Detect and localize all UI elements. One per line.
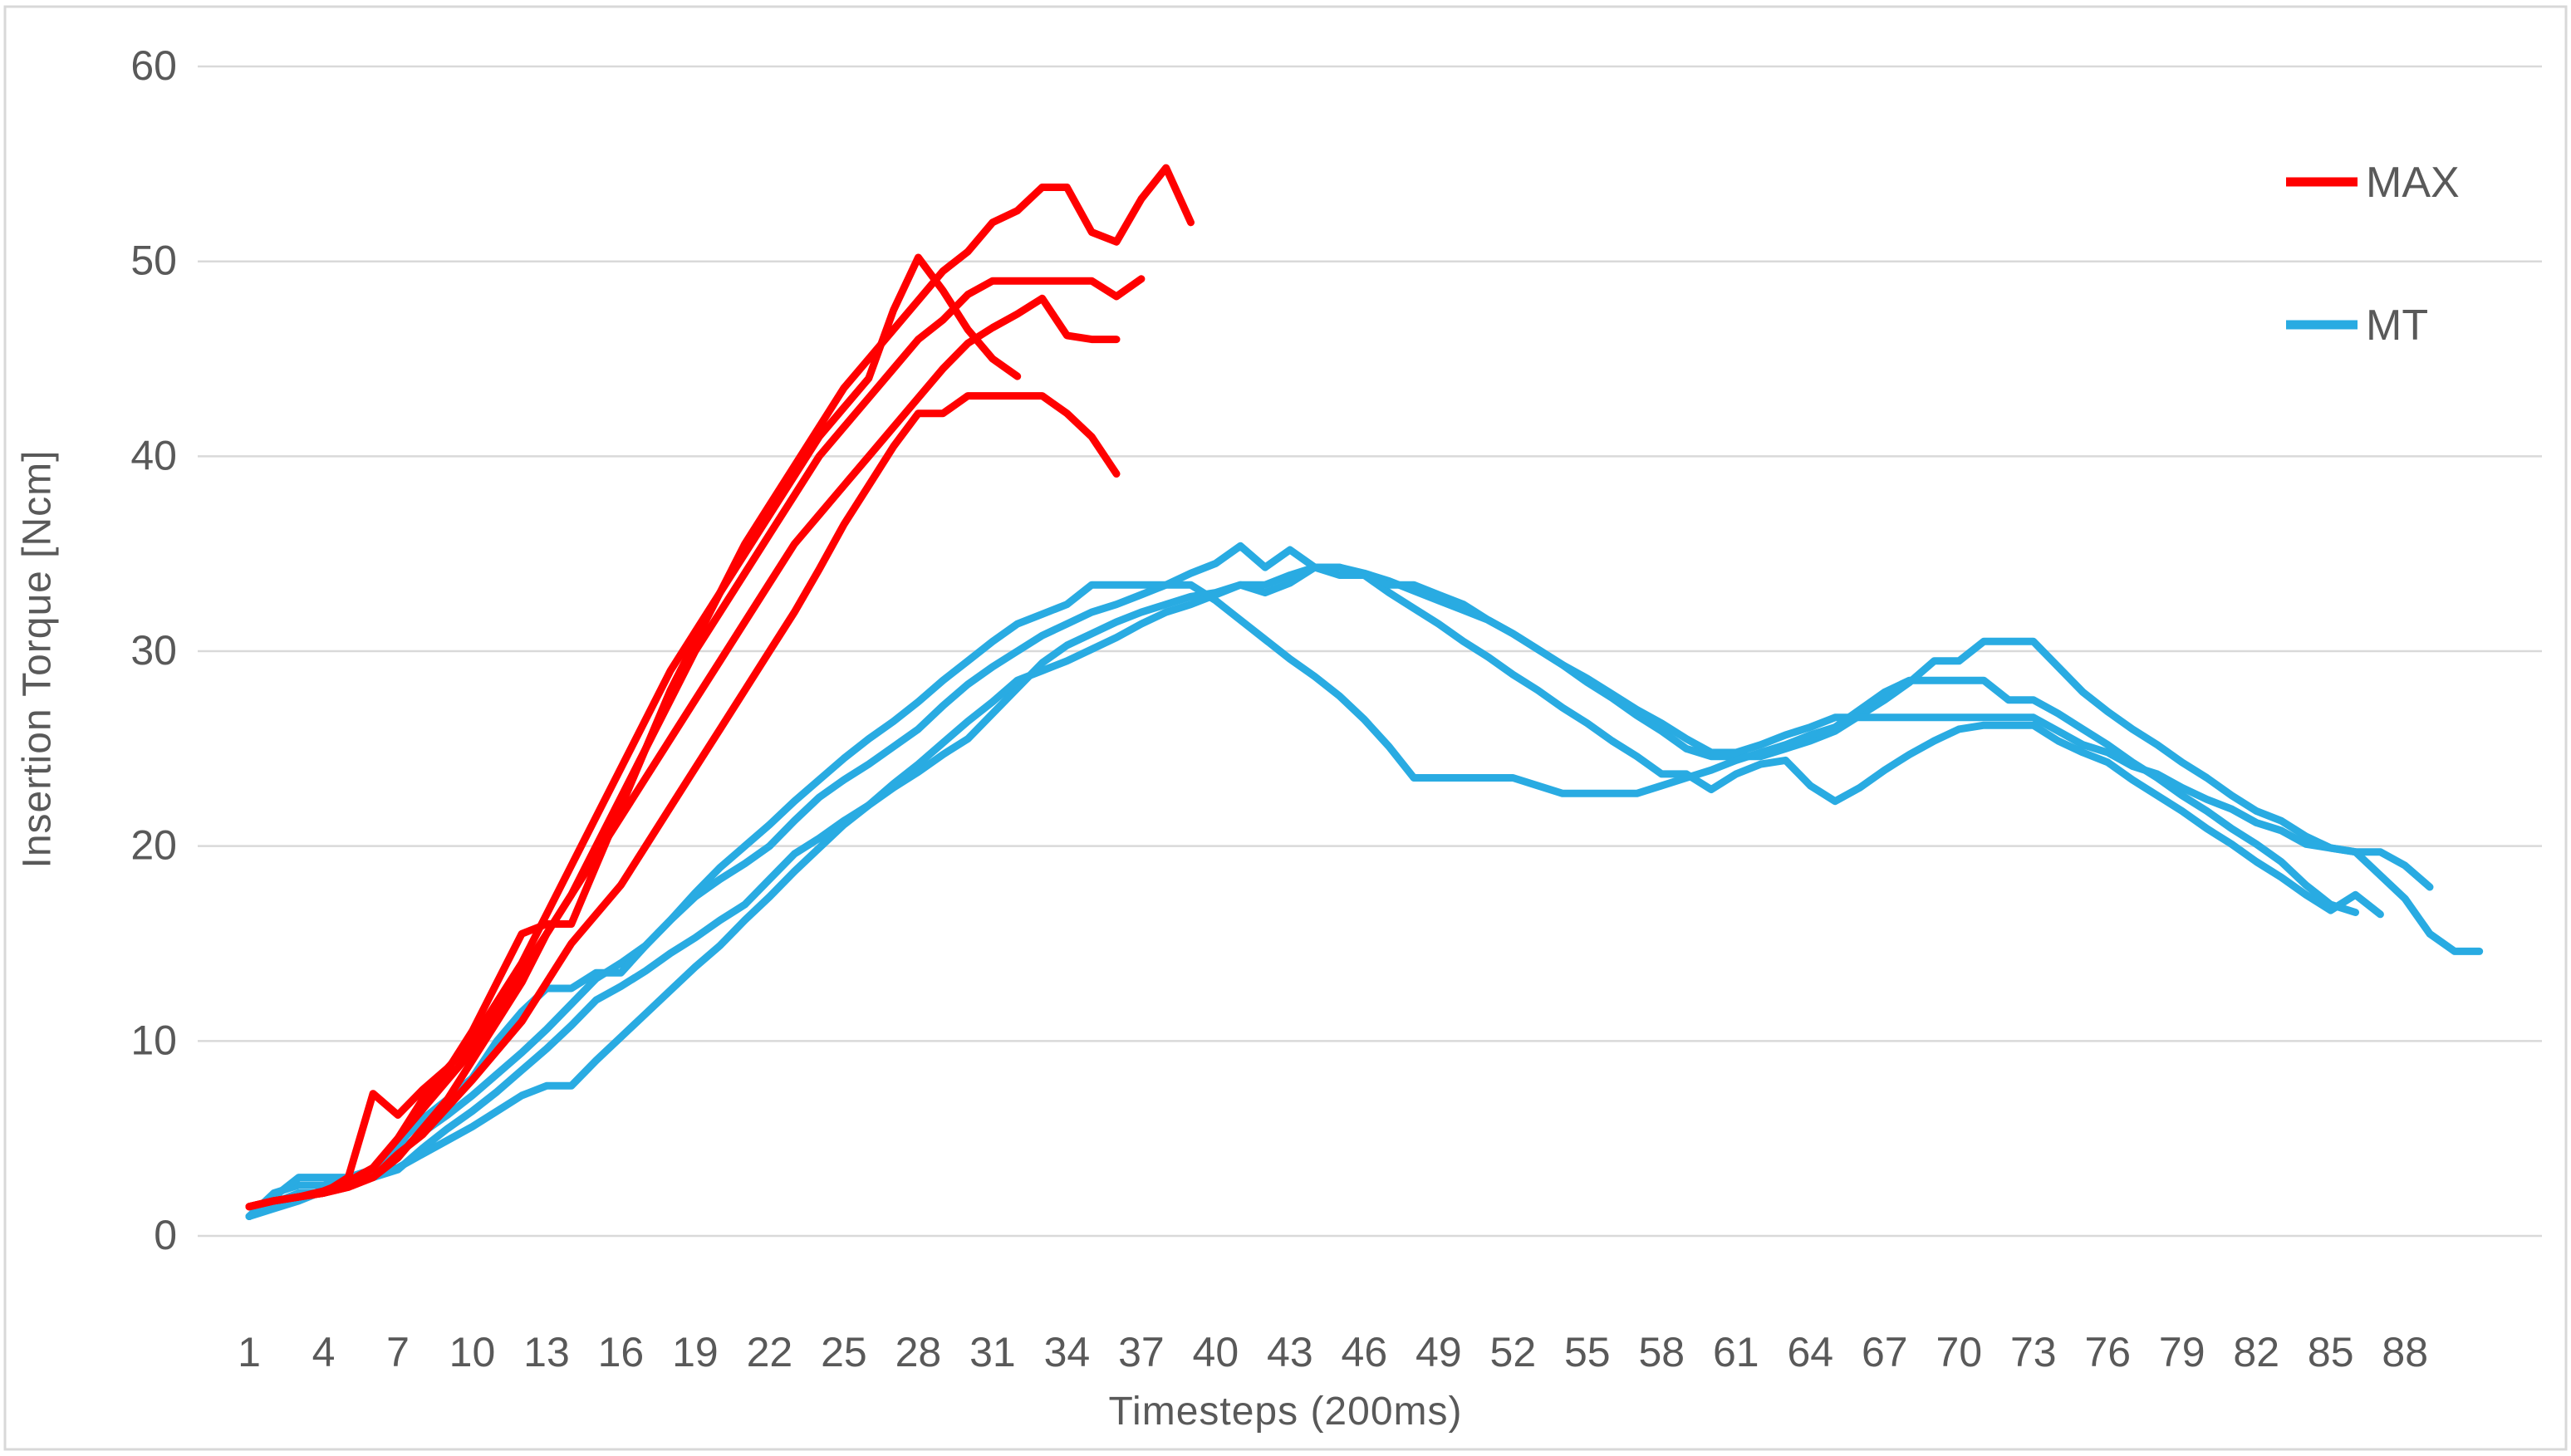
x-tick-label-28: 28 [895,1329,942,1375]
y-tick-label-30: 30 [130,627,177,674]
mt-series-line-4 [245,581,2359,1220]
x-tick-label-61: 61 [1713,1329,1759,1375]
y-tick-label-50: 50 [130,238,177,284]
x-tick-label-79: 79 [2159,1329,2205,1375]
figure-border [3,5,2568,1451]
legend: MAX MT [2286,159,2460,350]
max-series-line-5 [245,392,1121,1211]
y-tick-label-60: 60 [130,42,177,89]
x-tick-label-34: 34 [1044,1329,1091,1375]
x-tick-label-67: 67 [1862,1329,1908,1375]
x-tick-label-25: 25 [821,1329,867,1375]
max-series-line-3 [245,275,1146,1211]
y-axis-title: Insertion Torque [Ncm] [15,449,60,869]
x-tick-label-16: 16 [598,1329,645,1375]
data-series [245,164,2484,1220]
gridlines [198,65,2542,1238]
x-tick-label-70: 70 [1936,1329,1982,1375]
x-tick-label-85: 85 [2308,1329,2354,1375]
x-tick-label-7: 7 [386,1329,410,1375]
x-tick-label-31: 31 [969,1329,1016,1375]
mt-series-line-3 [245,563,2484,1220]
x-tick-label-4: 4 [312,1329,336,1375]
x-tick-label-19: 19 [672,1329,719,1375]
x-tick-label-43: 43 [1267,1329,1313,1375]
x-tick-label-40: 40 [1193,1329,1239,1375]
y-tick-label-0: 0 [154,1212,177,1258]
x-tick-label-52: 52 [1490,1329,1537,1375]
x-tick-label-22: 22 [747,1329,793,1375]
x-tick-label-55: 55 [1564,1329,1611,1375]
legend-max-label: MAX [2366,159,2460,207]
x-tick-label-13: 13 [523,1329,570,1375]
y-tick-label-40: 40 [130,432,177,478]
x-tick-label-76: 76 [2084,1329,2131,1375]
axis-tick-labels: 0 10 20 30 40 50 60 1 4 7 10 13 16 19 22 25 28 31 34 37 40 43… [130,42,2428,1375]
x-tick-label-49: 49 [1416,1329,1462,1375]
x-tick-label-46: 46 [1342,1329,1388,1375]
x-axis-title: Timesteps (200ms) [1108,1390,1463,1434]
max-series-line-1 [245,164,1195,1211]
x-tick-label-58: 58 [1638,1329,1685,1375]
x-tick-label-64: 64 [1787,1329,1833,1375]
x-tick-label-82: 82 [2233,1329,2279,1375]
legend-mt-label: MT [2366,301,2428,350]
x-tick-label-88: 88 [2382,1329,2428,1375]
y-tick-label-20: 20 [130,822,177,869]
x-tick-label-1: 1 [238,1329,261,1375]
x-tick-label-73: 73 [2010,1329,2057,1375]
y-tick-label-10: 10 [130,1017,177,1063]
x-tick-label-37: 37 [1118,1329,1165,1375]
x-tick-label-10: 10 [449,1329,496,1375]
max-series-line-4 [245,294,1121,1211]
max-series-line-2 [245,253,1022,1211]
